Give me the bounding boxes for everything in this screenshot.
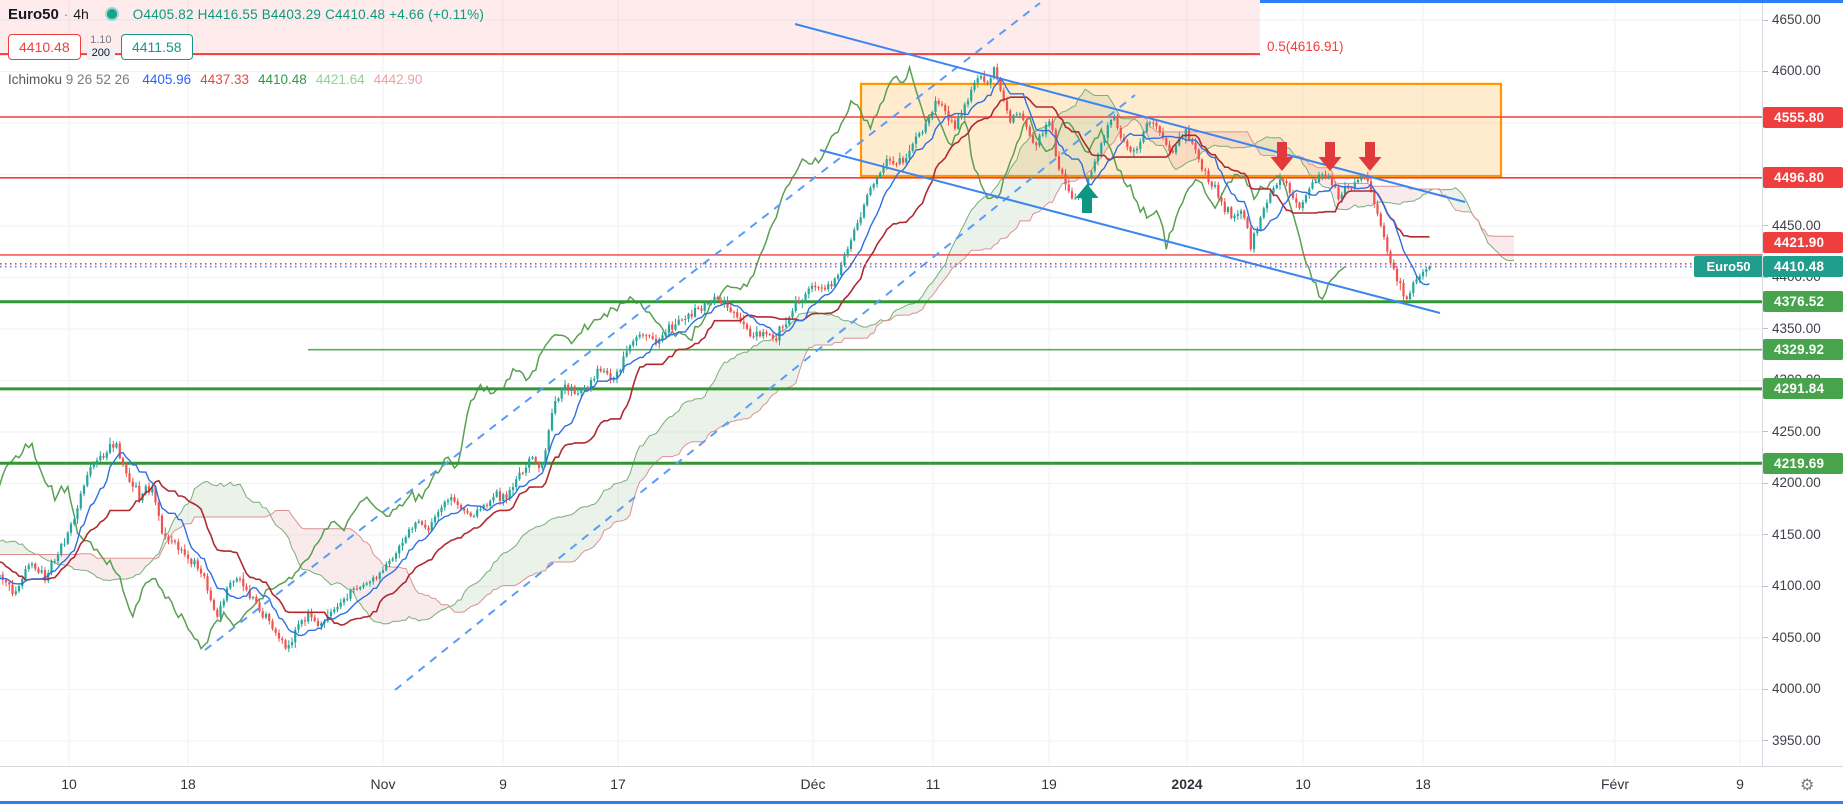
time-tick-label: 18: [180, 776, 196, 792]
time-tick-label: 9: [499, 776, 507, 792]
legend-symbol-row: Euro50 · 4h O4405.82 H4416.55 B4403.29 C…: [8, 3, 484, 25]
price-tick-label: 4450.00: [1763, 217, 1821, 233]
time-axis[interactable]: 10 18 Nov 9 17 Déc 11 19 2024 10 18 Févr 9 ⚙: [0, 766, 1843, 804]
kijun-line: [0, 96, 1430, 626]
price-level-badge: 4376.52: [1763, 291, 1843, 313]
trade-panel: 4410.48 1.10 200 4411.58: [8, 32, 484, 62]
indicator-legend-row[interactable]: Ichimoku 9 26 52 26 4405.96 4437.33 4410.4…: [8, 72, 484, 87]
price-tick-label: 4000.00: [1763, 681, 1821, 697]
indicator-value: 4437.33: [200, 72, 249, 87]
price-level-badge: 4219.69: [1763, 452, 1843, 474]
indicator-params: 9 26 52 26: [65, 72, 130, 87]
bottom-edge-highlight: [0, 800, 1843, 804]
ohlc-values: O4405.82 H4416.55 B4403.29 C4410.48 +4.6…: [132, 6, 485, 22]
sell-signal-arrow-icon: [1358, 142, 1382, 171]
time-tick-label: 19: [1041, 776, 1057, 792]
price-level-badge: 4555.80: [1763, 106, 1843, 128]
tenkan-line: [0, 76, 1430, 637]
time-tick-label: 2024: [1171, 776, 1203, 792]
time-tick-label: Déc: [800, 776, 826, 792]
time-tick-label: 9: [1736, 776, 1744, 792]
time-tick-label: 11: [925, 776, 941, 792]
dashed-trendline: [204, 2, 1041, 651]
price-level-badge: 4291.84: [1763, 378, 1843, 400]
solid-trendline: [819, 149, 1441, 314]
indicator-value: 4442.90: [373, 72, 423, 87]
buy-signal-arrow-icon: [1075, 184, 1099, 213]
senkou-a-line: [0, 88, 1515, 625]
symbol-title[interactable]: Euro50: [8, 5, 59, 23]
sell-signal-arrow-icon: [1270, 142, 1294, 171]
price-tick-label: 4200.00: [1763, 475, 1821, 491]
time-tick-label: 10: [61, 776, 77, 792]
indicator-value: 4421.64: [315, 72, 365, 87]
price-axis[interactable]: 4650.004600.004550.004500.004450.004400.…: [1762, 0, 1843, 767]
price-level-badge: 4329.92: [1763, 339, 1843, 361]
market-status-dot-icon: [104, 7, 119, 21]
top-edge-highlight: [1260, 0, 1843, 3]
sell-price-button[interactable]: 4410.48: [8, 34, 81, 60]
senkou-b-line: [0, 114, 1514, 613]
time-tick-label: 10: [1295, 776, 1311, 792]
price-level-badge: 4496.80: [1763, 167, 1843, 189]
price-tick-label: 4350.00: [1763, 320, 1821, 336]
time-tick-label: 17: [610, 776, 626, 792]
indicator-value: 4405.96: [142, 72, 192, 87]
spread-indicator: 1.10 200: [86, 34, 115, 60]
price-tick-label: 4650.00: [1763, 12, 1821, 27]
instrument-price-line-label: Euro50: [1694, 256, 1763, 278]
price-tick-label: 4100.00: [1763, 578, 1821, 594]
fib-zone: [0, 0, 1260, 55]
lot-value: 200: [86, 47, 115, 60]
indicator-value: 4410.48: [258, 72, 307, 87]
legend-separator: ·: [63, 6, 69, 22]
solid-trendline: [794, 23, 1466, 203]
settings-gear-icon[interactable]: ⚙: [1800, 777, 1815, 794]
indicator-name: Ichimoku: [8, 72, 63, 87]
time-tick-label: Nov: [370, 776, 396, 792]
spread-value: 1.10: [90, 34, 112, 46]
chart-legend: Euro50 · 4h O4405.82 H4416.55 B4403.29 C…: [8, 3, 484, 87]
price-level-badge: 4421.90: [1763, 232, 1843, 254]
time-tick-label: 18: [1415, 776, 1431, 792]
timeframe-label[interactable]: 4h: [73, 6, 89, 22]
price-tick-label: 3950.00: [1763, 732, 1821, 748]
fib-level-label: 0.5(4616.91): [1267, 39, 1344, 54]
indicator-values: 4405.96 4437.33 4410.48 4421.64 4442.90: [133, 72, 422, 87]
sell-signal-arrow-icon: [1318, 142, 1342, 171]
buy-price-button[interactable]: 4411.58: [120, 34, 193, 60]
price-tick-label: 4150.00: [1763, 526, 1821, 542]
price-tick-label: 4250.00: [1763, 423, 1821, 439]
time-tick-label: Févr: [1601, 776, 1629, 792]
price-tick-label: 4050.00: [1763, 629, 1821, 645]
price-level-badge: 4410.48: [1763, 256, 1843, 278]
price-chart-canvas[interactable]: 0.5(4616.91): [0, 0, 1763, 767]
price-tick-label: 4600.00: [1763, 63, 1821, 79]
